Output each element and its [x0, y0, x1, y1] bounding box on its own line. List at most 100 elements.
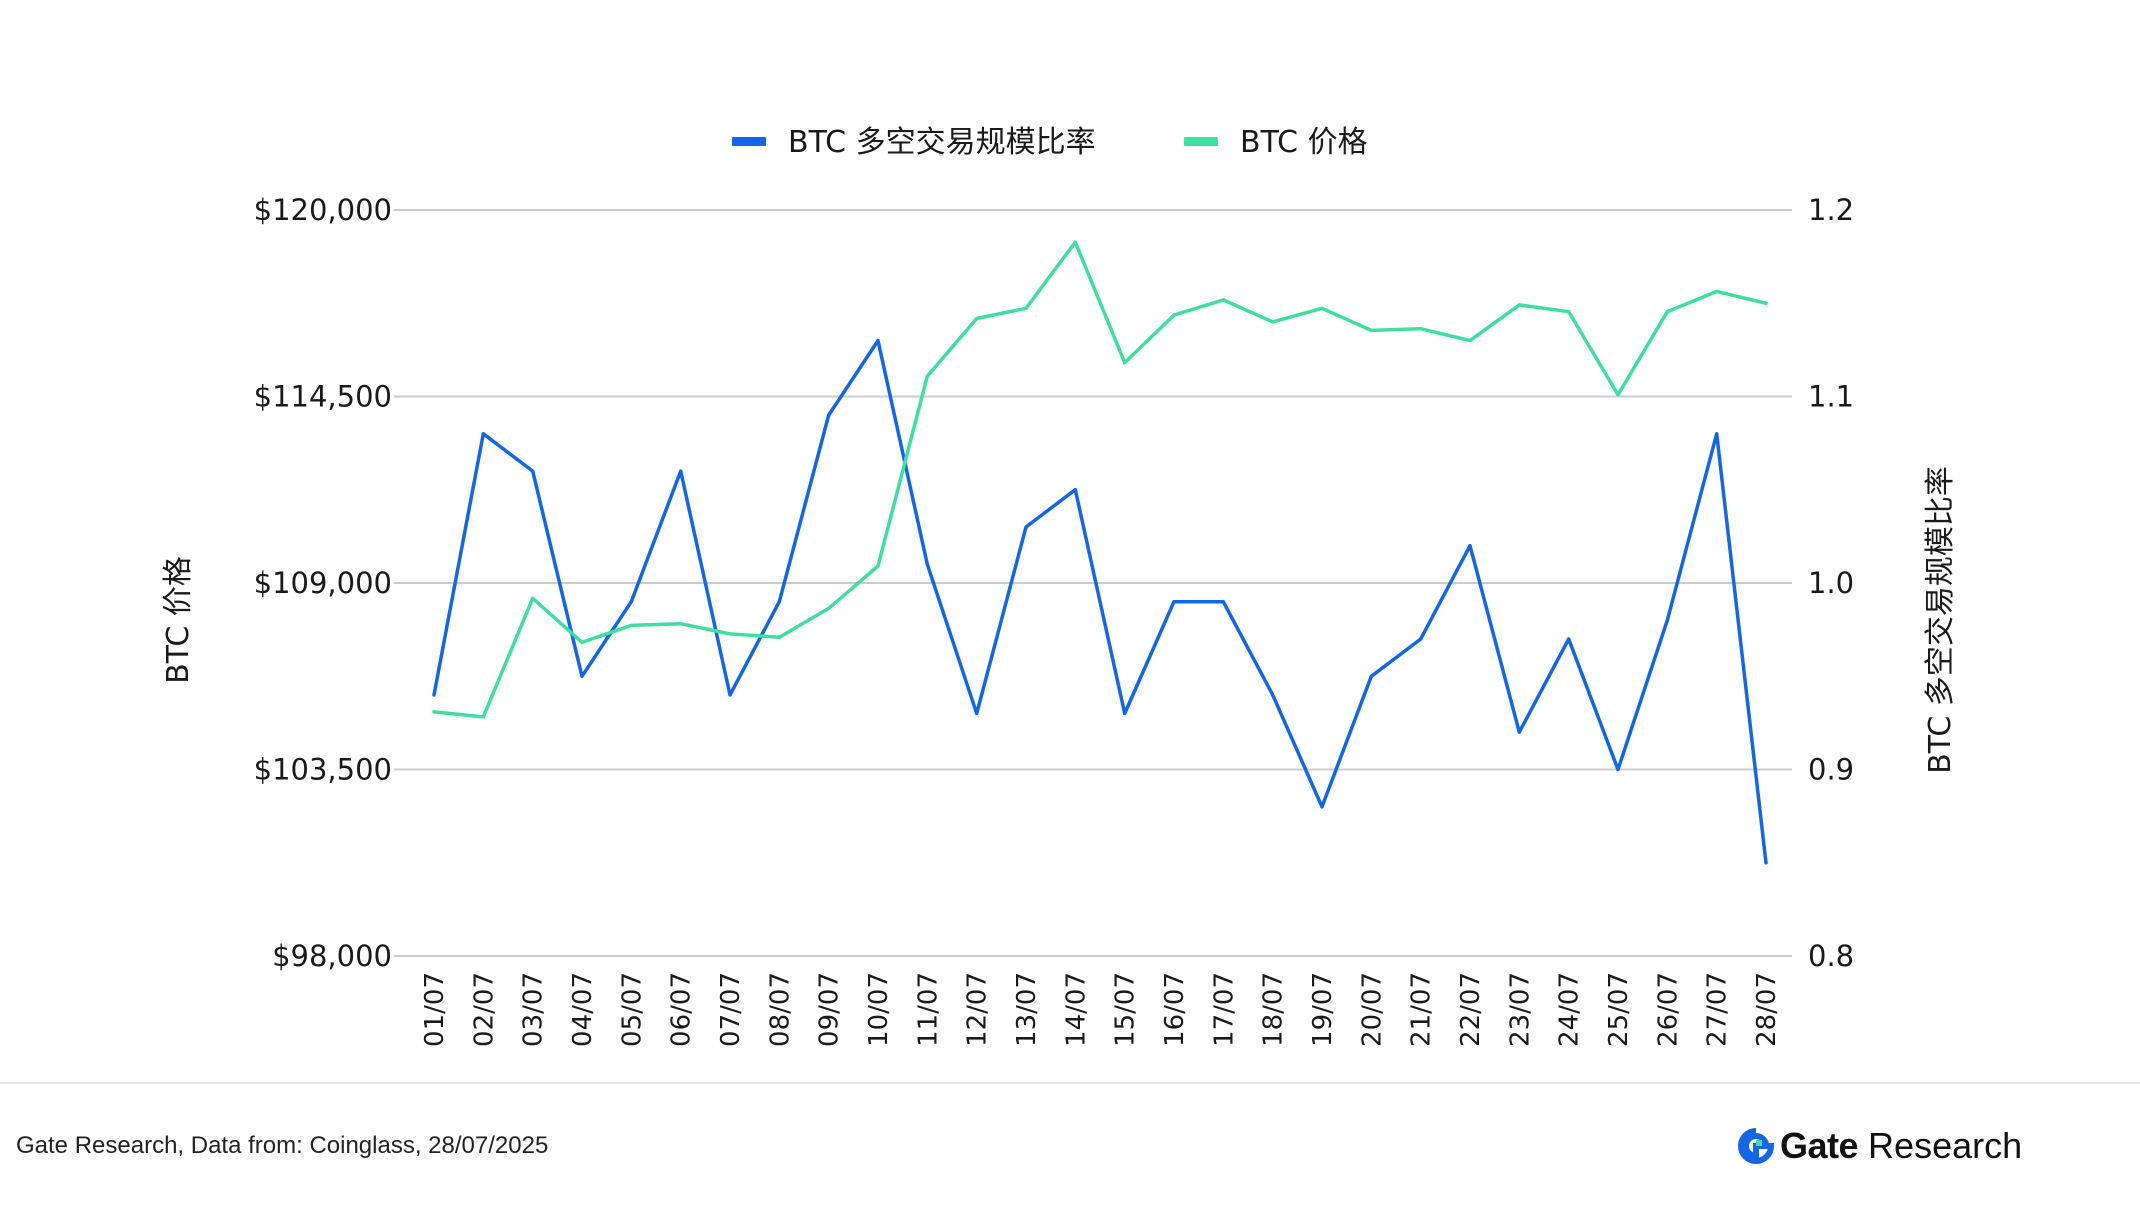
data-point: [1419, 637, 1423, 641]
data-point: [925, 374, 929, 378]
data-point: [1123, 360, 1127, 365]
data-point: [777, 600, 781, 604]
data-point: [728, 693, 732, 697]
x-tick-label: 07/07: [716, 972, 746, 1047]
data-point: [876, 564, 880, 568]
data-point: [1715, 289, 1719, 293]
x-tick-label: 05/07: [617, 972, 647, 1047]
gate-logo-icon: [1738, 1128, 1774, 1164]
x-tick-label: 06/07: [667, 972, 697, 1047]
data-point: [1123, 711, 1127, 716]
x-tick-label: 12/07: [963, 972, 993, 1047]
data-point: [481, 432, 485, 436]
right-tick-label: 1.2: [1808, 193, 1854, 227]
data-point: [1665, 310, 1669, 314]
left-tick-label: $120,000: [254, 193, 392, 227]
x-tick-label: 20/07: [1357, 972, 1387, 1047]
data-point: [1468, 338, 1472, 343]
data-point: [432, 710, 436, 714]
right-axis-title: BTC 多空交易规模比率: [1923, 466, 1958, 774]
source-note: Gate Research, Data from: Coinglass, 28/…: [16, 1132, 549, 1159]
x-tick-label: 25/07: [1604, 972, 1634, 1047]
data-point: [1715, 432, 1719, 436]
data-point: [827, 413, 831, 417]
series-line-1: [432, 338, 1768, 865]
right-tick-label: 0.8: [1808, 939, 1854, 973]
x-tick-label: 19/07: [1308, 972, 1338, 1047]
data-point: [1616, 393, 1620, 397]
data-point: [481, 715, 485, 719]
legend-swatch: [732, 137, 766, 146]
x-tick-label: 22/07: [1456, 972, 1486, 1047]
series-line-2: [432, 240, 1768, 719]
data-point: [1172, 600, 1176, 604]
data-point: [580, 640, 584, 644]
x-tick-label: 10/07: [864, 972, 894, 1047]
data-point: [1271, 693, 1275, 697]
footer-divider: [0, 1082, 2140, 1084]
x-tick-label: 11/07: [913, 972, 943, 1047]
data-point: [1221, 298, 1225, 302]
legend-label: BTC 价格: [1240, 125, 1368, 160]
data-point: [1517, 303, 1521, 307]
right-tick-label: 1.1: [1808, 380, 1854, 414]
x-tick-label: 18/07: [1259, 972, 1289, 1047]
data-point: [975, 711, 979, 716]
brand-subtitle: Research: [1868, 1125, 2023, 1166]
data-point: [1172, 313, 1176, 317]
brand-name: Gate: [1780, 1125, 1859, 1166]
x-tick-label: 14/07: [1061, 972, 1091, 1047]
right-tick-label: 0.9: [1808, 753, 1854, 787]
legend-swatch: [1184, 137, 1218, 146]
data-point: [1320, 306, 1324, 310]
x-tick-label: 08/07: [765, 972, 795, 1047]
data-point: [531, 596, 535, 600]
data-point: [629, 600, 633, 604]
x-tick-label: 16/07: [1160, 972, 1190, 1047]
data-point: [679, 469, 683, 473]
data-point: [1271, 320, 1275, 324]
data-point: [777, 635, 781, 639]
data-point: [1567, 310, 1571, 314]
data-point: [728, 632, 732, 636]
x-tick-label: 26/07: [1653, 972, 1683, 1047]
data-point: [1320, 805, 1324, 809]
legend-label: BTC 多空交易规模比率: [788, 125, 1096, 160]
data-point: [1616, 767, 1620, 772]
left-tick-label: $109,000: [254, 566, 392, 600]
data-point: [1517, 730, 1521, 734]
x-tick-label: 27/07: [1703, 972, 1733, 1047]
x-tick-label: 01/07: [420, 972, 450, 1047]
data-point: [1369, 328, 1373, 332]
data-point: [1567, 637, 1571, 641]
data-point: [1073, 240, 1077, 244]
brand-logo: Gate Research: [1738, 1124, 2022, 1168]
left-tick-label: $98,000: [272, 939, 392, 973]
data-point: [1764, 861, 1768, 865]
left-tick-label: $103,500: [254, 753, 392, 787]
data-point: [975, 316, 979, 321]
right-tick-label: 1.0: [1808, 566, 1854, 600]
left-tick-label: $114,500: [254, 380, 392, 414]
x-tick-label: 15/07: [1111, 972, 1141, 1047]
data-point: [531, 469, 535, 473]
data-point: [1073, 488, 1077, 492]
data-point: [827, 606, 831, 611]
x-tick-label: 24/07: [1555, 972, 1585, 1047]
x-tick-label: 28/07: [1752, 972, 1782, 1047]
data-point: [1024, 525, 1028, 529]
data-point: [1024, 306, 1028, 310]
x-tick-label: 04/07: [568, 972, 598, 1047]
left-axis-title: BTC 价格: [161, 556, 196, 684]
x-tick-label: 03/07: [519, 972, 549, 1047]
data-point: [432, 693, 436, 697]
data-point: [1764, 301, 1768, 305]
data-point: [876, 338, 880, 343]
data-point: [679, 622, 683, 626]
x-tick-label: 17/07: [1209, 972, 1239, 1047]
data-point: [1419, 327, 1423, 331]
data-point: [925, 562, 929, 566]
x-tick-label: 09/07: [815, 972, 845, 1047]
x-tick-label: 23/07: [1505, 972, 1535, 1047]
